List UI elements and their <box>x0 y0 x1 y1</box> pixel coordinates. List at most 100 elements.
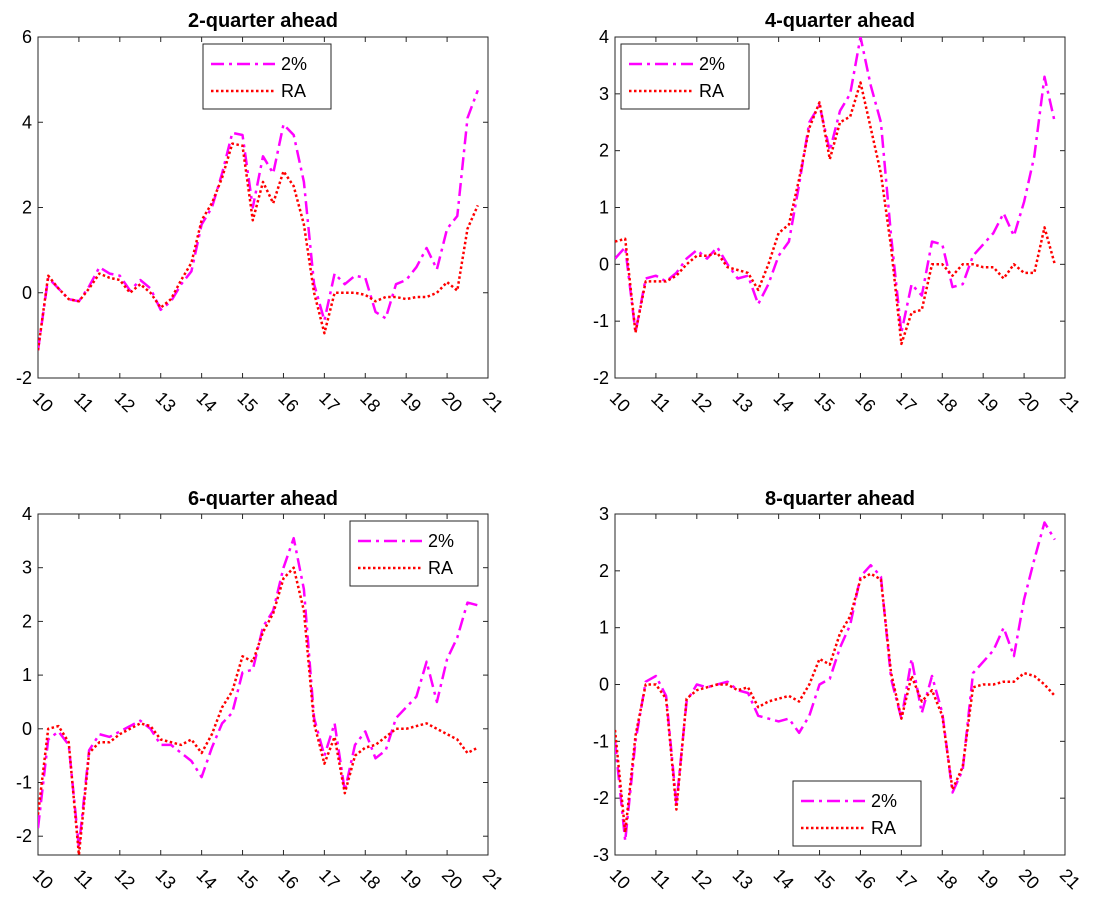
x-tick-label: 20 <box>1015 865 1043 893</box>
y-tick-label: -1 <box>16 773 32 793</box>
y-tick-label: -2 <box>593 368 609 388</box>
x-tick-label: 18 <box>933 865 961 893</box>
x-tick-label: 15 <box>233 865 261 893</box>
x-tick-label: 16 <box>851 388 879 416</box>
x-tick-label: 20 <box>438 865 466 893</box>
y-tick-label: -2 <box>16 826 32 846</box>
legend-label: 2% <box>871 791 897 811</box>
x-tick-label: 14 <box>769 865 797 893</box>
panel-8-quarter-ahead: 8-quarter ahead 10 11 12 13 14 15 16 17 18 19 20 21… <box>593 488 1084 893</box>
y-tick-label: -1 <box>593 731 609 751</box>
y-tick-label: 0 <box>22 283 32 303</box>
panel-title: 4-quarter ahead <box>765 10 915 32</box>
series-line-two-percent <box>38 89 479 351</box>
legend-box <box>792 780 922 847</box>
y-tick-label: 1 <box>22 665 32 685</box>
x-tick-label: 12 <box>111 865 139 893</box>
x-tick-label: 17 <box>315 388 343 416</box>
x-tick-label: 14 <box>192 865 220 893</box>
x-tick-label: 18 <box>356 865 384 893</box>
x-tick-label: 11 <box>647 865 674 892</box>
legend: 2% RA <box>202 43 332 110</box>
panel-title: 2-quarter ahead <box>188 10 338 32</box>
x-tick-label: 21 <box>479 865 507 893</box>
x-tick-label: 17 <box>892 865 920 893</box>
x-tick-label: 20 <box>438 388 466 416</box>
panel-2-quarter-ahead: 2-quarter ahead 10 11 12 13 14 15 16 17 18 19 20 21… <box>16 10 507 416</box>
x-tick-label: 17 <box>315 865 343 893</box>
y-tick-label: -2 <box>593 788 609 808</box>
y-tick-label: 4 <box>22 112 32 132</box>
y-tick-label: 1 <box>599 618 609 638</box>
legend-label: 2% <box>281 54 307 74</box>
x-tick-label: 16 <box>274 388 302 416</box>
y-tick-label: 4 <box>22 504 32 524</box>
x-tick-label: 11 <box>647 388 674 415</box>
x-tick-label: 20 <box>1015 388 1043 416</box>
x-tick-label: 12 <box>688 865 716 893</box>
legend-box <box>202 43 332 110</box>
x-tick-label: 13 <box>152 865 180 893</box>
x-tick-label: 19 <box>974 388 1002 416</box>
x-tick-label: 19 <box>397 388 425 416</box>
x-tick-label: 16 <box>274 865 302 893</box>
y-tick-label: 3 <box>599 504 609 524</box>
series-line-ra <box>38 142 479 351</box>
x-tick-label: 18 <box>933 388 961 416</box>
panel-6-quarter-ahead: 6-quarter ahead 10 11 12 13 14 15 16 17 18 19 20 21… <box>16 488 507 893</box>
y-tick-label: -2 <box>16 368 32 388</box>
y-tick-label: 3 <box>22 558 32 578</box>
legend-label: RA <box>281 81 306 101</box>
x-tick-label: 10 <box>606 865 634 893</box>
legend: 2% RA <box>620 43 750 110</box>
x-tick-label: 11 <box>70 388 97 415</box>
series-line-ra <box>615 81 1057 346</box>
x-tick-label: 12 <box>111 388 139 416</box>
x-tick-label: 15 <box>810 388 838 416</box>
x-tick-label: 13 <box>729 865 757 893</box>
legend: 2% RA <box>349 520 479 587</box>
y-tick-label: 2 <box>22 198 32 218</box>
x-tick-label: 11 <box>70 865 97 892</box>
x-tick-label: 16 <box>851 865 879 893</box>
panel-title: 8-quarter ahead <box>765 488 915 510</box>
y-tick-label: 0 <box>599 254 609 274</box>
y-tick-label: 2 <box>599 561 609 581</box>
y-tick-label: 3 <box>599 84 609 104</box>
legend-label: 2% <box>699 54 725 74</box>
panel-4-quarter-ahead: 4-quarter ahead 10 11 12 13 14 15 16 17 18 19 20 21… <box>593 10 1084 416</box>
x-tick-label: 21 <box>479 388 507 416</box>
x-tick-label: 17 <box>892 388 920 416</box>
x-tick-label: 12 <box>688 388 716 416</box>
x-tick-label: 14 <box>769 388 797 416</box>
x-tick-label: 10 <box>606 388 634 416</box>
y-tick-label: 2 <box>599 141 609 161</box>
legend-label: RA <box>699 81 724 101</box>
x-tick-label: 18 <box>356 388 384 416</box>
panel-title: 6-quarter ahead <box>188 488 338 510</box>
y-tick-label: 4 <box>599 27 609 47</box>
x-tick-label: 10 <box>29 388 57 416</box>
y-tick-label: 1 <box>599 198 609 218</box>
legend-label: RA <box>428 558 453 578</box>
x-tick-label: 10 <box>29 865 57 893</box>
y-tick-label: 0 <box>599 675 609 695</box>
series-line-two-percent <box>615 37 1057 334</box>
y-tick-label: 2 <box>22 611 32 631</box>
x-tick-label: 13 <box>729 388 757 416</box>
series-line-two-percent <box>615 521 1056 843</box>
series-line-ra <box>615 572 1056 834</box>
x-tick-label: 15 <box>233 388 261 416</box>
x-tick-label: 19 <box>974 865 1002 893</box>
legend-label: RA <box>871 818 896 838</box>
x-tick-label: 21 <box>1056 865 1084 893</box>
y-tick-label: 0 <box>22 719 32 739</box>
y-tick-label: 6 <box>22 27 32 47</box>
legend-box <box>349 520 479 587</box>
x-tick-label: 14 <box>192 388 220 416</box>
legend: 2% RA <box>792 780 922 847</box>
x-tick-label: 13 <box>152 388 180 416</box>
x-tick-label: 19 <box>397 865 425 893</box>
y-tick-label: -1 <box>593 311 609 331</box>
